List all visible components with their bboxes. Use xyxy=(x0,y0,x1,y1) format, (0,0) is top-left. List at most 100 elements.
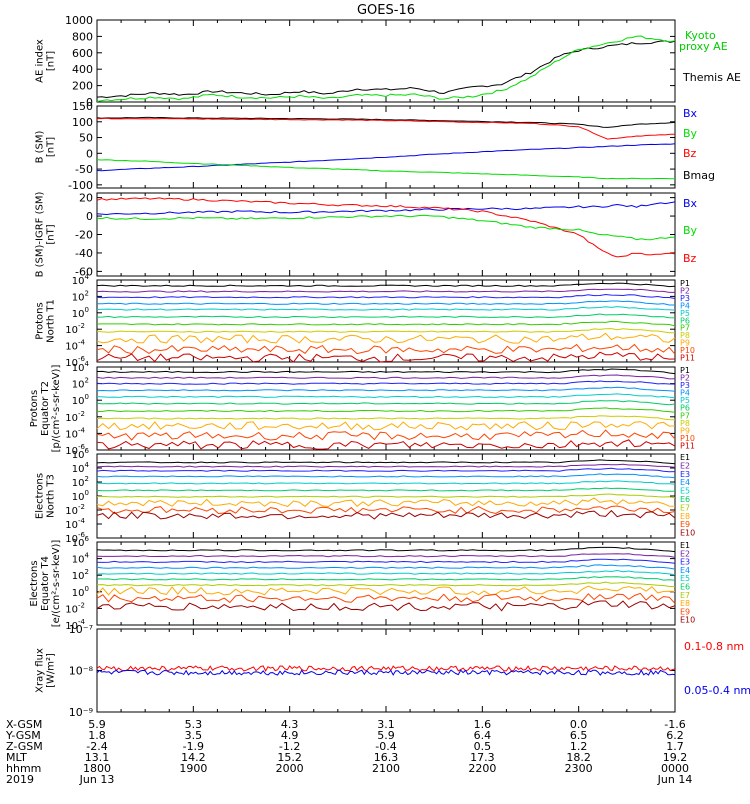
ytick-label: 100 xyxy=(72,489,89,503)
xaxis-row-label: X-GSM xyxy=(6,718,42,731)
series-line-elec4 xyxy=(96,576,676,581)
ytick-label: 104 xyxy=(72,461,90,475)
ylabel-xray: [W/m²] xyxy=(46,653,57,688)
ylabel-prot1: North T1 xyxy=(46,299,57,343)
xaxis-value: 1900 xyxy=(179,762,207,775)
plot-title: GOES-16 xyxy=(357,3,415,18)
ytick-label: 102 xyxy=(72,289,89,303)
series-line-xray xyxy=(96,665,676,672)
ytick-label: 10-2 xyxy=(65,322,85,336)
xaxis-value: 5.3 xyxy=(185,718,203,731)
ytick-label: 100 xyxy=(72,585,89,599)
ylabel-bigrf: B (SM)-IGRF (SM) xyxy=(35,192,46,278)
xaxis-value: 2000 xyxy=(276,762,304,775)
ytick-label: 102 xyxy=(72,475,89,489)
xaxis-value: 5.9 xyxy=(377,729,395,742)
legend-entry: Bx xyxy=(683,107,698,120)
series-line-elec4 xyxy=(96,569,676,576)
xaxis-value: 2100 xyxy=(372,762,400,775)
series-line-prot2 xyxy=(96,400,676,406)
xaxis-value: 4.9 xyxy=(281,729,299,742)
xaxis-value: 1.7 xyxy=(666,740,684,753)
legend-entry: E10 xyxy=(680,529,695,538)
series-line-prot1 xyxy=(96,306,676,311)
xaxis-value: 2200 xyxy=(468,762,496,775)
ylabel-elec4: Electrons xyxy=(29,560,40,606)
xaxis-value: 4.3 xyxy=(281,718,299,731)
xaxis-value: 0000 xyxy=(661,762,689,775)
legend-entry: P11 xyxy=(680,441,695,450)
series-line-elec3 xyxy=(96,487,676,492)
legend-entry: P7 xyxy=(680,411,690,420)
series-line-bsm xyxy=(97,117,675,140)
series-line-elec3 xyxy=(96,497,676,508)
xaxis-value: 3.1 xyxy=(377,718,395,731)
legend-entry: P8 xyxy=(680,331,690,340)
series-line-prot2 xyxy=(96,368,676,375)
ytick-label: 150 xyxy=(72,100,93,113)
series-line-prot2 xyxy=(96,439,676,450)
legend-entry: By xyxy=(683,127,698,140)
ytick-label: 10-4 xyxy=(65,339,85,353)
ytick-label: 0 xyxy=(86,210,93,223)
ytick-label: 100 xyxy=(72,393,89,407)
series-line-prot1 xyxy=(96,332,676,344)
xaxis-value: 13.1 xyxy=(85,751,110,764)
legend-entry: E9 xyxy=(680,520,690,529)
ytick-label: 104 xyxy=(72,552,90,566)
ytick-label: -20 xyxy=(75,229,93,242)
xaxis-value: -1.2 xyxy=(279,740,300,753)
series-line-prot2 xyxy=(96,415,676,421)
legend-entry: E2 xyxy=(680,549,690,558)
legend-entry: P2 xyxy=(680,374,690,383)
ytick-label: 100 xyxy=(72,306,89,320)
xaxis-value: 15.2 xyxy=(277,751,302,764)
legend-entry: E5 xyxy=(680,487,690,496)
ytick-label: 10⁻⁷ xyxy=(69,623,93,636)
ytick-label: 10-4 xyxy=(65,426,85,440)
ytick-label: 10⁻⁹ xyxy=(69,706,93,719)
xaxis-value: 1.8 xyxy=(88,729,106,742)
series-line-prot2 xyxy=(96,374,676,380)
series-line-prot1 xyxy=(96,293,676,299)
legend-entry: P4 xyxy=(680,301,690,310)
xaxis-value: 18.2 xyxy=(566,751,591,764)
series-line-bsm xyxy=(96,143,676,172)
series-line-ae xyxy=(96,40,676,99)
legend-entry: P3 xyxy=(680,381,690,390)
legend-entry: P6 xyxy=(680,316,690,325)
legend-entry: P5 xyxy=(680,309,690,318)
legend-entry: E4 xyxy=(680,566,690,575)
ytick-label: 104 xyxy=(72,273,90,287)
series-line-elec4 xyxy=(96,585,676,596)
xaxis-value: 0.0 xyxy=(570,718,588,731)
legend-entry: P9 xyxy=(680,426,690,435)
ylabel-prot2: Equator T2 xyxy=(40,381,51,436)
xaxis-value: 16.3 xyxy=(374,751,399,764)
xaxis-value: -1.9 xyxy=(183,740,204,753)
series-line-prot2 xyxy=(96,386,676,392)
ytick-label: 10-2 xyxy=(65,601,85,615)
ylabel-bsm: B (SM) xyxy=(35,130,46,163)
xaxis-row-label: Z-GSM xyxy=(6,740,43,753)
legend-entry: E6 xyxy=(680,495,690,504)
ytick-label: 1000 xyxy=(65,14,93,27)
xaxis-row-label: hhmm xyxy=(6,762,41,775)
legend-entry: E6 xyxy=(680,583,690,592)
xaxis-row-label: 2019 xyxy=(6,773,34,786)
series-line-elec4 xyxy=(96,600,676,612)
series-line-elec4 xyxy=(96,592,676,604)
ylabel-elec4: Equator T4 xyxy=(40,556,51,611)
legend-entry: 0.05-0.4 nm xyxy=(684,684,750,697)
legend-entry: proxy AE xyxy=(679,40,728,53)
series-line-bigrf xyxy=(96,214,676,241)
series-line-prot2 xyxy=(96,407,676,413)
xaxis-value: Jun 13 xyxy=(79,773,115,786)
legend-entry: E10 xyxy=(680,616,695,625)
series-line-elec3 xyxy=(96,505,676,515)
ytick-label: 10⁻⁸ xyxy=(69,665,94,678)
ytick-label: 0 xyxy=(86,147,93,160)
legend-entry: P10 xyxy=(680,434,695,443)
